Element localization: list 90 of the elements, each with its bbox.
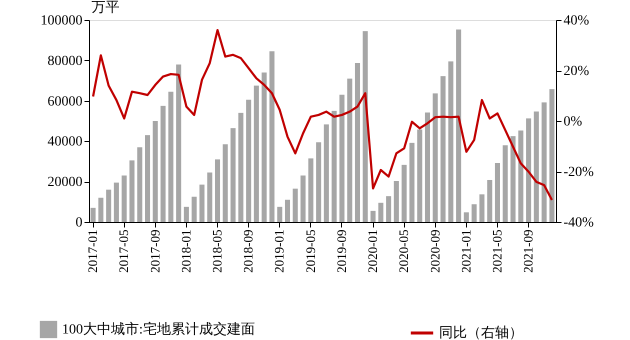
bar xyxy=(246,100,252,222)
bar xyxy=(277,206,282,222)
bar xyxy=(316,142,322,222)
x-tick-label: 2017-01 xyxy=(85,230,100,273)
x-tick-label: 2021-05 xyxy=(489,230,504,273)
bar xyxy=(332,110,337,222)
bar xyxy=(487,180,492,222)
bar xyxy=(152,121,158,222)
x-tick-label: 2018-01 xyxy=(178,230,194,273)
x-tick-label: 2020-05 xyxy=(396,230,412,273)
bar xyxy=(402,164,407,222)
y-axis-title: 万平 xyxy=(92,0,120,16)
x-tick-label: 2018-09 xyxy=(240,230,256,273)
bar xyxy=(160,106,166,222)
bar xyxy=(432,93,438,222)
bar xyxy=(284,200,290,222)
bar xyxy=(176,64,182,222)
bar xyxy=(510,136,516,222)
bar xyxy=(549,89,554,222)
x-tick-label: 2020-01 xyxy=(365,230,380,273)
bar xyxy=(254,86,259,222)
bar xyxy=(370,210,376,222)
y2-tick-label: 20% xyxy=(564,64,590,79)
bar xyxy=(207,172,212,222)
y-tick-label: 20000 xyxy=(48,175,82,190)
x-tick-label: 2019-09 xyxy=(334,230,349,273)
bar xyxy=(129,160,134,222)
bar xyxy=(534,112,539,222)
bar xyxy=(424,112,430,222)
y-tick-label: 100000 xyxy=(40,14,82,28)
x-tick-label: 2017-09 xyxy=(147,230,162,273)
x-tick-label: 2021-09 xyxy=(520,230,536,273)
bar xyxy=(324,124,329,222)
bar xyxy=(479,194,484,222)
bar xyxy=(308,158,314,222)
line-series xyxy=(92,29,554,202)
legend-label: 100大中城市:宅地累计成交建面 xyxy=(62,322,255,338)
y-tick-label: 60000 xyxy=(48,94,82,110)
x-tick-label: 2020-09 xyxy=(427,230,442,273)
x-tick-label: 2019-01 xyxy=(272,230,287,273)
bar xyxy=(448,61,454,222)
x-tick-label: 2018-05 xyxy=(210,230,225,273)
bar xyxy=(214,159,220,222)
bar xyxy=(518,130,524,222)
bar xyxy=(502,145,508,222)
bar xyxy=(362,31,368,222)
bar xyxy=(456,29,462,222)
bar xyxy=(192,196,197,222)
bar xyxy=(269,51,274,222)
bar xyxy=(339,94,344,222)
bar xyxy=(464,212,469,222)
bar xyxy=(137,147,142,222)
bar xyxy=(494,163,500,222)
y2-tick-label: 40% xyxy=(564,14,590,28)
bar xyxy=(230,128,236,222)
bar xyxy=(184,206,189,222)
bar xyxy=(440,76,446,222)
bar xyxy=(300,176,306,222)
y-tick-label: 0 xyxy=(76,216,82,230)
y-tick-label: 40000 xyxy=(48,134,82,150)
y2-tick-label: -40% xyxy=(564,216,594,230)
bar xyxy=(199,184,204,222)
bar xyxy=(394,180,399,222)
bar xyxy=(542,102,547,222)
bar xyxy=(144,135,150,222)
bar xyxy=(347,78,352,222)
y-tick-label: 80000 xyxy=(48,54,82,69)
bar xyxy=(98,198,104,222)
bar xyxy=(122,176,127,222)
bar xyxy=(409,142,414,222)
bar xyxy=(417,129,422,222)
x-tick-label: 2021-01 xyxy=(458,230,474,273)
y2-tick-label: 0% xyxy=(564,114,582,130)
bar xyxy=(90,208,96,222)
bar xyxy=(262,72,267,222)
bar xyxy=(114,182,119,222)
bar xyxy=(222,144,228,222)
bar xyxy=(354,63,360,222)
y2-tick-label: -20% xyxy=(564,165,594,180)
x-tick-label: 2019-05 xyxy=(302,230,318,273)
bar xyxy=(386,196,392,222)
bar xyxy=(238,112,244,222)
x-tick-label: 2017-05 xyxy=(116,230,132,273)
bar xyxy=(526,118,532,222)
bar xyxy=(378,202,384,222)
bar xyxy=(168,92,174,222)
bar xyxy=(106,190,112,222)
legend-label: 同比（右轴） xyxy=(439,325,523,340)
bar xyxy=(292,188,298,222)
bar xyxy=(472,204,477,222)
